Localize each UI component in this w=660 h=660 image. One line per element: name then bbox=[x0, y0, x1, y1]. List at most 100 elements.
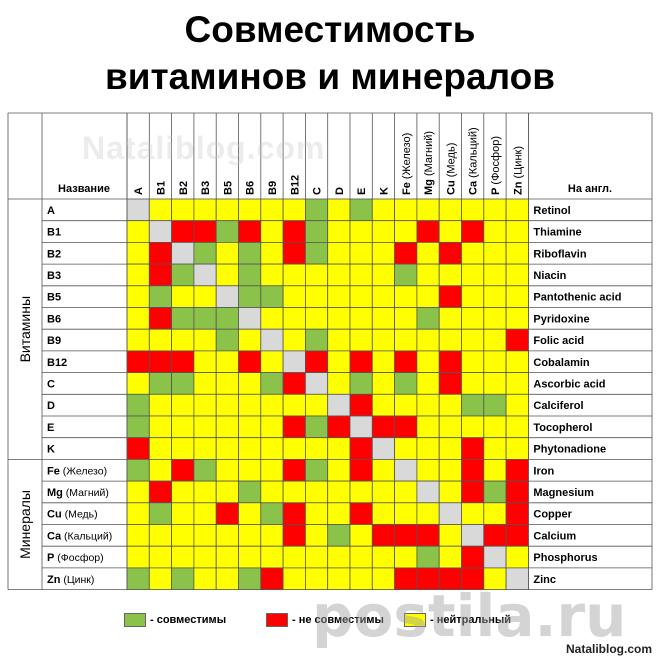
heatmap-cell bbox=[483, 524, 507, 547]
legend-label-incompatible: - не совместимы bbox=[292, 614, 384, 626]
heatmap-cell bbox=[349, 458, 373, 482]
heatmap-cell bbox=[282, 350, 306, 373]
heatmap-cell bbox=[371, 198, 395, 222]
heatmap-cell bbox=[461, 502, 485, 525]
heatmap-cell bbox=[148, 198, 173, 222]
heatmap-cell bbox=[394, 328, 418, 352]
heatmap-cell bbox=[171, 567, 195, 591]
heatmap-cell bbox=[416, 502, 440, 525]
heatmap-cell bbox=[260, 241, 284, 265]
heatmap-cell bbox=[371, 524, 395, 547]
heatmap-cell bbox=[171, 480, 195, 504]
heatmap-cell bbox=[260, 372, 284, 395]
heatmap-cell bbox=[238, 437, 262, 460]
heatmap-cell bbox=[260, 220, 284, 243]
heatmap-cell bbox=[215, 285, 239, 308]
heatmap-cell bbox=[394, 524, 418, 547]
heatmap-cell bbox=[483, 458, 507, 482]
heatmap-cell bbox=[171, 220, 195, 243]
heatmap-cell bbox=[304, 372, 329, 395]
legend-label-compatible: - совместимы bbox=[150, 614, 227, 626]
row-label: C bbox=[47, 378, 55, 390]
heatmap-cell bbox=[171, 198, 195, 222]
heatmap-cell bbox=[505, 285, 529, 308]
heatmap-cell bbox=[327, 415, 351, 439]
heatmap-cell bbox=[193, 393, 217, 417]
heatmap-cell bbox=[238, 480, 262, 504]
row-english-label: Cobalamin bbox=[533, 357, 590, 369]
heatmap-cell bbox=[461, 220, 485, 243]
heatmap-cell bbox=[171, 524, 195, 547]
heatmap-cell bbox=[193, 220, 217, 243]
heatmap-cell bbox=[349, 328, 373, 352]
heatmap-cell bbox=[394, 458, 418, 482]
heatmap-cell bbox=[394, 285, 418, 308]
heatmap-cell bbox=[215, 263, 239, 287]
heatmap-cell bbox=[394, 198, 418, 222]
heatmap-cell bbox=[193, 198, 217, 222]
heatmap-cell bbox=[215, 241, 239, 265]
heatmap-cell bbox=[438, 545, 462, 569]
heatmap-cell bbox=[394, 241, 418, 265]
heatmap-cell bbox=[505, 263, 529, 287]
heatmap-cell bbox=[349, 241, 373, 265]
heatmap-cell bbox=[349, 285, 373, 308]
column-header: Cu (Медь) bbox=[445, 143, 457, 195]
row-english-label: Pyridoxine bbox=[533, 313, 589, 325]
heatmap-cell bbox=[282, 220, 306, 243]
row-label: Zn (Цинк) bbox=[47, 574, 94, 586]
heatmap-cell bbox=[483, 198, 507, 222]
heatmap-cell bbox=[371, 480, 395, 504]
heatmap-cell bbox=[148, 545, 173, 569]
heatmap-cell bbox=[371, 307, 395, 330]
row-english-label: Thiamine bbox=[533, 227, 581, 239]
heatmap-cell bbox=[416, 480, 440, 504]
column-header: C bbox=[312, 187, 324, 195]
heatmap-cell bbox=[171, 241, 195, 265]
heatmap-cell bbox=[148, 524, 173, 547]
heatmap-cell bbox=[304, 415, 329, 439]
heatmap-cell bbox=[282, 263, 306, 287]
heatmap-cell bbox=[304, 220, 329, 243]
heatmap-cell bbox=[148, 350, 173, 373]
heatmap-cell bbox=[438, 285, 462, 308]
heatmap-cell bbox=[260, 415, 284, 439]
heatmap-cell bbox=[327, 524, 351, 547]
legend-compatible: - совместимы bbox=[124, 612, 226, 628]
heatmap-cell bbox=[282, 285, 306, 308]
heatmap-cell bbox=[461, 350, 485, 373]
heatmap-cell bbox=[327, 372, 351, 395]
heatmap-cell bbox=[416, 372, 440, 395]
heatmap-cell bbox=[349, 263, 373, 287]
heatmap-cell bbox=[215, 328, 239, 352]
heatmap-cell bbox=[461, 372, 485, 395]
heatmap-cell bbox=[304, 328, 329, 352]
heatmap-cell bbox=[394, 545, 418, 569]
heatmap-cell bbox=[238, 415, 262, 439]
heatmap-cell bbox=[349, 437, 373, 460]
heatmap-cell bbox=[327, 307, 351, 330]
column-header: Ca (Кальций) bbox=[468, 127, 480, 195]
heatmap-cell bbox=[461, 393, 485, 417]
heatmap-cell bbox=[238, 458, 262, 482]
legend-swatch-neutral bbox=[404, 613, 426, 627]
heatmap-cell bbox=[327, 328, 351, 352]
heatmap-cell bbox=[438, 393, 462, 417]
heatmap-cell bbox=[148, 415, 173, 439]
heatmap-cell bbox=[171, 437, 195, 460]
heatmap-cell bbox=[215, 415, 239, 439]
heatmap-cell bbox=[327, 241, 351, 265]
heatmap-cell bbox=[126, 198, 150, 222]
heatmap-cell bbox=[461, 415, 485, 439]
row-label: D bbox=[47, 400, 55, 412]
heatmap-cell bbox=[215, 198, 239, 222]
heatmap-cell bbox=[215, 502, 239, 525]
heatmap-cell bbox=[349, 502, 373, 525]
heatmap-cell bbox=[483, 220, 507, 243]
heatmap-cell bbox=[461, 545, 485, 569]
heatmap-cell bbox=[371, 372, 395, 395]
heatmap-cell bbox=[438, 415, 462, 439]
heatmap-cell bbox=[349, 415, 373, 439]
heatmap-cell bbox=[215, 458, 239, 482]
heatmap-cell bbox=[215, 220, 239, 243]
